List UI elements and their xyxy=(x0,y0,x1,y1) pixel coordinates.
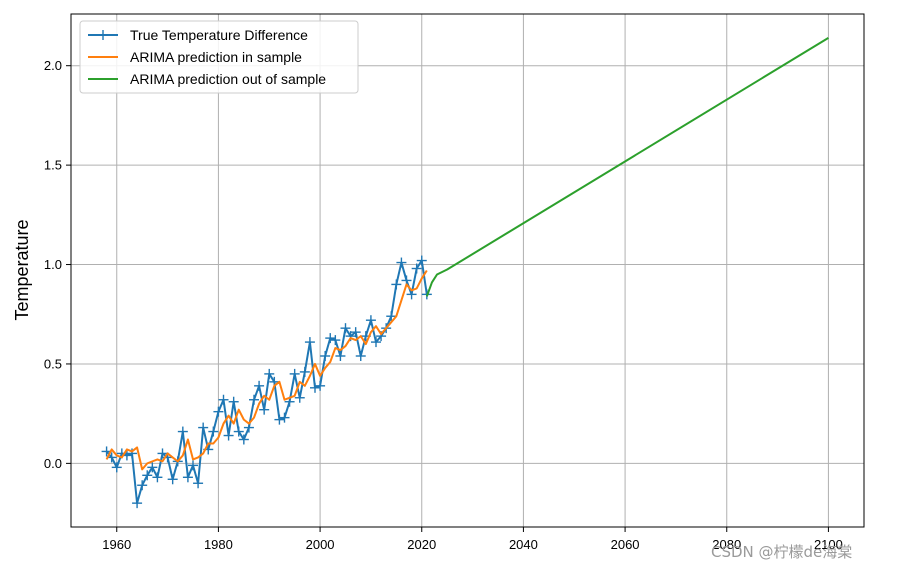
data-point xyxy=(182,472,193,483)
data-point xyxy=(213,406,224,417)
data-point xyxy=(396,257,407,268)
legend-label: ARIMA prediction in sample xyxy=(130,49,302,65)
data-point xyxy=(142,470,153,481)
legend-box xyxy=(79,20,359,94)
data-point xyxy=(289,368,300,379)
axis-ticks: 1960 1980 2000 2020 2040 2060 2080 2100 0.0 0.5 1.… xyxy=(44,58,843,552)
x-tick-label: 1980 xyxy=(204,537,233,552)
data-point xyxy=(335,351,346,361)
data-point xyxy=(365,315,376,326)
x-tick-label: 2060 xyxy=(611,537,640,552)
data-point xyxy=(188,460,198,471)
data-point xyxy=(152,472,163,483)
data-point xyxy=(315,380,326,391)
series-group xyxy=(101,37,829,509)
series-line-2 xyxy=(105,269,428,471)
data-point xyxy=(238,434,249,445)
y-tick-label: 1.5 xyxy=(44,158,62,173)
x-tick-label: 2100 xyxy=(814,537,843,552)
data-point xyxy=(330,335,341,346)
data-point xyxy=(193,478,204,489)
data-point xyxy=(294,392,305,403)
data-point xyxy=(111,462,122,473)
data-point xyxy=(310,382,320,393)
watermark-text: CSDN @柠檬de海棠 xyxy=(711,543,852,561)
y-tick-label: 0.0 xyxy=(44,456,62,471)
grid-lines xyxy=(71,14,864,527)
data-point xyxy=(371,337,381,348)
data-point xyxy=(325,333,336,344)
legend-label: True Temperature Difference xyxy=(130,27,308,43)
data-point xyxy=(127,448,137,459)
y-axis-label: Temperature xyxy=(12,219,32,320)
data-point xyxy=(259,404,270,415)
data-point xyxy=(350,327,361,338)
data-point xyxy=(299,366,310,377)
data-point xyxy=(233,426,244,437)
data-point xyxy=(218,394,229,405)
y-tick-label: 0.5 xyxy=(44,356,62,371)
y-tick-label: 1.0 xyxy=(44,257,62,272)
x-tick-label: 2000 xyxy=(306,537,335,552)
y-tick-label: 2.0 xyxy=(44,58,62,73)
data-point xyxy=(320,351,331,361)
data-point xyxy=(386,311,397,322)
data-point xyxy=(411,263,422,274)
data-point xyxy=(391,279,402,290)
data-point xyxy=(355,351,366,361)
data-point xyxy=(304,337,315,348)
x-tick-label: 2040 xyxy=(509,537,538,552)
data-point xyxy=(340,323,351,334)
data-point xyxy=(274,414,285,425)
data-point xyxy=(208,426,219,437)
legend-label: ARIMA prediction out of sample xyxy=(130,71,326,87)
data-point xyxy=(416,255,427,266)
data-point xyxy=(198,422,209,433)
x-tick-label: 1960 xyxy=(102,537,131,552)
data-point xyxy=(264,368,275,379)
data-point xyxy=(177,426,188,437)
data-point xyxy=(228,396,239,407)
series-line-1 xyxy=(105,259,428,505)
data-point xyxy=(137,480,148,491)
plot-frame xyxy=(70,13,865,528)
data-point xyxy=(132,498,143,509)
data-point xyxy=(157,448,168,459)
legend: True Temperature Difference ARIMA predict… xyxy=(79,20,359,94)
data-point xyxy=(167,474,178,485)
data-point xyxy=(223,430,234,441)
x-tick-label: 2080 xyxy=(712,537,741,552)
x-tick-label: 2020 xyxy=(407,537,436,552)
data-point xyxy=(147,462,158,473)
data-point xyxy=(249,394,259,405)
data-point xyxy=(254,380,265,391)
data-point xyxy=(279,412,290,423)
series-line-3 xyxy=(425,37,829,297)
